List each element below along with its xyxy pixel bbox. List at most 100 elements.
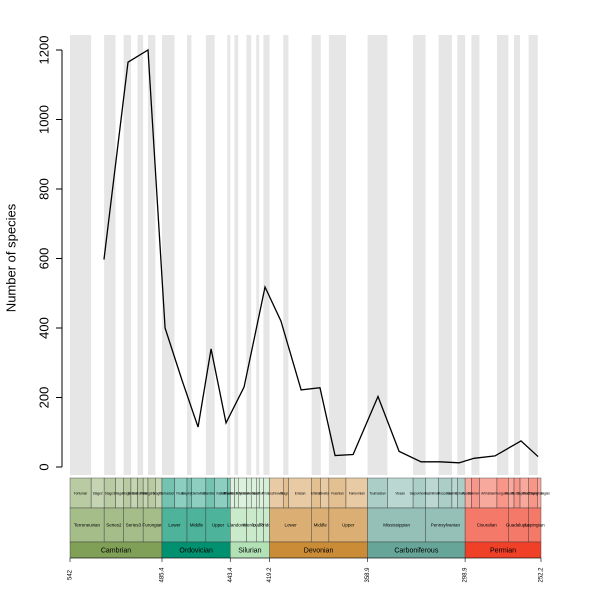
y-tick-label: 1000 (36, 105, 51, 134)
stage-label: Homerian (247, 491, 261, 495)
stage-band (256, 35, 260, 475)
stage-label: Stage10 (153, 491, 165, 495)
stage-band (528, 35, 538, 475)
stage-label: Asselian (462, 491, 474, 495)
stage-label: Telychian (236, 491, 250, 495)
stage-band (123, 35, 131, 475)
series-label: Series3 (126, 523, 142, 528)
stage-label: Sakmarian (468, 491, 483, 495)
y-tick-label: 400 (36, 317, 51, 339)
y-tick-label: 200 (36, 387, 51, 409)
series-label: Llandovery (227, 523, 250, 528)
series-box (425, 507, 466, 543)
stage-label: Bashkirian (425, 491, 440, 495)
y-tick-label: 1200 (36, 36, 51, 65)
stage-band (367, 35, 388, 475)
stage-band (438, 35, 452, 475)
stage-band (471, 35, 480, 475)
series-label: Cisuralian (477, 523, 498, 528)
series-label: Lower (168, 523, 181, 528)
stage-label: Aeronian (230, 491, 243, 495)
stage-label: Givetian (319, 491, 331, 495)
stage-label: Rhuddanian (224, 491, 241, 495)
stage-label: Darriwilian (191, 491, 206, 495)
series-label: Mississippian (383, 523, 410, 528)
stage-label: Tremadocian (159, 491, 178, 495)
stage-label: Roadian (505, 491, 517, 495)
stage-label: Capitanian (517, 491, 532, 495)
stage-band (187, 35, 192, 475)
system-label: Carboniferous (394, 547, 438, 554)
stage-label: Tournaisian (369, 491, 386, 495)
stage-label: Floian (176, 491, 185, 495)
stage-label: Gorstian (252, 491, 264, 495)
system-label: Silurian (238, 547, 261, 554)
series-label: Pennsylvanian (431, 523, 461, 528)
stage-label: Visean (395, 491, 405, 495)
stage-label: Katian (216, 491, 225, 495)
stage-band (137, 35, 144, 475)
stage-label: Stage3 (105, 491, 115, 495)
series-label: Terreneuvian (74, 523, 101, 528)
series-box (464, 507, 509, 543)
series-label: Middle (190, 523, 204, 528)
y-tick-label: 600 (36, 248, 51, 270)
stage-label: Lochkovian (268, 491, 284, 495)
stage-label: Moscovian (438, 491, 453, 495)
y-axis-label: Number of species (3, 203, 18, 312)
x-tick-label: 419.2 (267, 567, 273, 583)
x-tick-label: 443.4 (228, 567, 234, 583)
system-label: Permian (490, 547, 516, 554)
stage-label: Artinskian (481, 491, 495, 495)
stage-label: Eifelian (311, 491, 322, 495)
series-label: Lopingian (525, 523, 545, 528)
series-label: Furongian (142, 523, 163, 528)
series-label: Ludlow (253, 523, 268, 528)
system-label: Cambrian (101, 547, 131, 554)
stage-band (104, 35, 116, 475)
series-box (205, 507, 231, 543)
stage-band (283, 35, 289, 475)
stage-band (263, 35, 270, 475)
stage-label: Pragian (280, 491, 291, 495)
stage-band (311, 35, 321, 475)
stage-label: Emsian (295, 491, 306, 495)
stage-label: Ludfordian (254, 491, 269, 495)
y-tick-label: 0 (36, 463, 51, 470)
stage-label: Changhsingian (529, 491, 550, 495)
y-tick-label: 800 (36, 178, 51, 200)
series-label: Upper (212, 523, 225, 528)
stage-label: Serpukhovian (410, 491, 430, 495)
stage-band (205, 35, 215, 475)
stage-band (148, 35, 156, 475)
x-tick-label: 358.9 (365, 567, 371, 583)
stage-label: Guzhangian (132, 491, 149, 495)
series-box (161, 507, 188, 543)
series-box (269, 507, 312, 543)
stage-label: Famennian (349, 491, 365, 495)
stage-label: Jiangshanian (142, 491, 161, 495)
stage-label: Kasimovian (446, 491, 463, 495)
stage-label: Drumian (128, 491, 140, 495)
stage-label: Stage4 (115, 491, 125, 495)
stage-label: Gzhelian (455, 491, 468, 495)
stage-label: Pridoli (262, 491, 271, 495)
series-label: Middle (314, 523, 328, 528)
stage-band (514, 35, 521, 475)
stage-band (457, 35, 466, 475)
stage-band (328, 35, 346, 475)
series-label: Wenlock (243, 523, 261, 528)
stage-label: Stage5 (122, 491, 132, 495)
series-label: Lower (284, 523, 297, 528)
stage-box (387, 477, 414, 509)
stage-label: Stage2 (93, 491, 103, 495)
stage-band (246, 35, 252, 475)
stage-band (413, 35, 426, 475)
stage-label: Dapingian (182, 491, 197, 495)
stage-band (496, 35, 509, 475)
stage-bands (70, 35, 538, 475)
x-tick-label: 252.2 (539, 567, 545, 583)
x-tick-label: 298.9 (463, 567, 469, 583)
stage-label: Kungurian (495, 491, 510, 495)
